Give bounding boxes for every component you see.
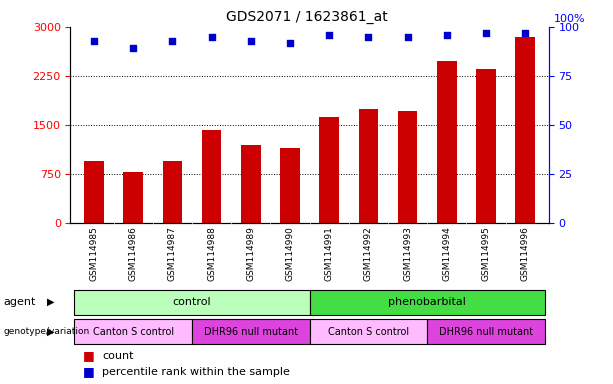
Text: ▶: ▶ [47, 297, 55, 307]
Point [167, 38, 177, 44]
Text: 100%: 100% [554, 14, 586, 24]
Text: GSM114986: GSM114986 [129, 226, 138, 281]
Bar [74, 290, 310, 314]
Text: GDS2071 / 1623861_at: GDS2071 / 1623861_at [226, 10, 387, 23]
Text: agent: agent [3, 297, 36, 307]
Text: phenobarbital: phenobarbital [388, 297, 466, 307]
Text: Canton S control: Canton S control [328, 327, 409, 337]
Bar [398, 111, 417, 223]
Bar [319, 117, 339, 223]
Text: count: count [102, 351, 134, 361]
Point [481, 30, 491, 36]
Point [128, 45, 138, 51]
Text: GSM114991: GSM114991 [325, 226, 333, 281]
Text: GSM114985: GSM114985 [89, 226, 99, 281]
Point [364, 34, 373, 40]
Text: GSM114987: GSM114987 [168, 226, 177, 281]
Bar [516, 37, 535, 223]
Text: genotype/variation: genotype/variation [3, 327, 89, 336]
Text: GSM114993: GSM114993 [403, 226, 412, 281]
Bar [123, 172, 143, 223]
Point [89, 38, 99, 44]
Point [442, 31, 452, 38]
Text: Canton S control: Canton S control [93, 327, 173, 337]
Text: ■: ■ [83, 349, 94, 362]
Text: GSM114989: GSM114989 [246, 226, 255, 281]
Text: control: control [173, 297, 211, 307]
Bar [476, 70, 496, 223]
Bar [310, 290, 545, 314]
Point [246, 38, 256, 44]
Text: ■: ■ [83, 366, 94, 379]
Text: GSM114990: GSM114990 [286, 226, 294, 281]
Bar [202, 130, 221, 223]
Text: GSM114994: GSM114994 [442, 226, 451, 281]
Text: ▶: ▶ [47, 327, 55, 337]
Text: DHR96 null mutant: DHR96 null mutant [204, 327, 298, 337]
Point [207, 34, 216, 40]
Bar [192, 319, 310, 344]
Text: GSM114995: GSM114995 [481, 226, 490, 281]
Bar [310, 319, 427, 344]
Text: percentile rank within the sample: percentile rank within the sample [102, 367, 290, 377]
Point [285, 40, 295, 46]
Bar [84, 161, 104, 223]
Text: GSM114996: GSM114996 [520, 226, 530, 281]
Text: GSM114988: GSM114988 [207, 226, 216, 281]
Point [403, 34, 413, 40]
Point [324, 31, 334, 38]
Bar [427, 319, 545, 344]
Bar [359, 109, 378, 223]
Point [520, 30, 530, 36]
Bar [241, 145, 261, 223]
Text: DHR96 null mutant: DHR96 null mutant [439, 327, 533, 337]
Bar [437, 61, 457, 223]
Text: GSM114992: GSM114992 [364, 226, 373, 281]
Bar [280, 148, 300, 223]
Bar [74, 319, 192, 344]
Bar [162, 161, 182, 223]
